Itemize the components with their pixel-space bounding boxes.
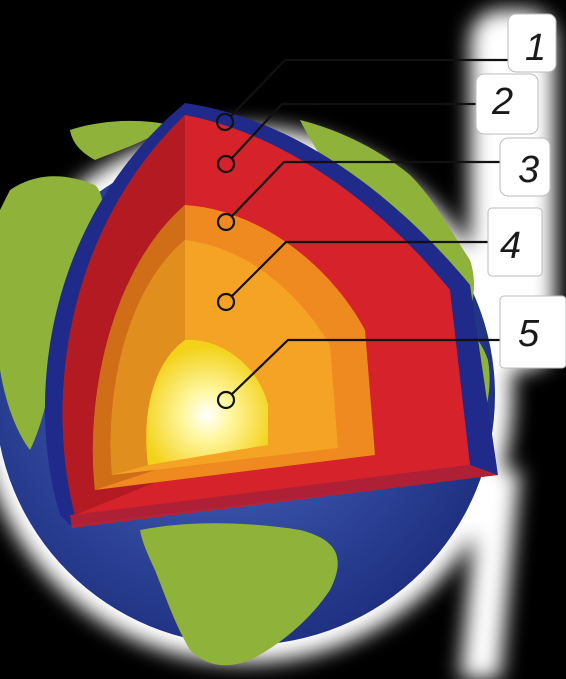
label-number-3: 3 [518, 149, 539, 191]
label-box-3 [499, 137, 551, 197]
marker-3 [216, 212, 236, 232]
label-box-1 [507, 13, 557, 73]
label-number-1: 1 [525, 27, 546, 69]
label-number-5: 5 [518, 313, 540, 355]
marker-4 [216, 292, 236, 312]
label-box-2 [475, 73, 539, 135]
south-america-land [140, 523, 338, 666]
leader-2 [231, 102, 490, 159]
globe [0, 103, 498, 666]
label-numbers: 1 2 3 4 5 [491, 27, 546, 355]
label-number-2: 2 [491, 81, 513, 123]
callouts [215, 58, 520, 410]
label-number-4: 4 [500, 225, 521, 267]
label-box-5 [499, 295, 566, 369]
label-box-4 [487, 207, 543, 277]
north-america-land [0, 176, 103, 450]
leader-5 [231, 338, 500, 395]
leader-1 [230, 58, 520, 117]
greenland-land [70, 120, 170, 160]
marker-1 [215, 112, 235, 132]
marker-5 [216, 390, 236, 410]
cutaway-bottom-face [70, 465, 498, 528]
marker-2 [216, 154, 236, 174]
layer-inner-core [146, 339, 268, 465]
label-boxes [475, 13, 566, 369]
leader-3 [231, 160, 505, 217]
leader-4 [231, 240, 500, 297]
